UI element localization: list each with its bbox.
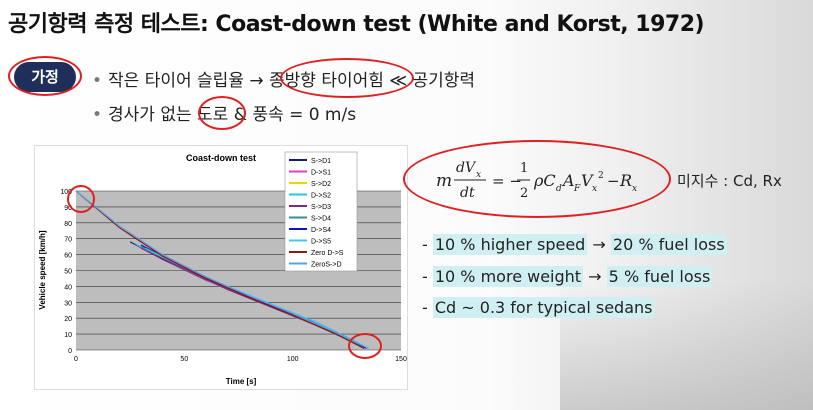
y-tick-label: 0: [68, 348, 72, 355]
svg-text:−: −: [607, 172, 620, 190]
chart-ylabel: Vehicle speed [km/h]: [38, 230, 47, 309]
fact-weight: - 10 % more weight → 5 % fuel loss: [422, 266, 713, 287]
y-tick-label: 60: [64, 253, 72, 260]
unknowns-label: 미지수 : Cd, Rx: [677, 172, 782, 190]
annotation-circle-equation: [403, 140, 671, 218]
annotation-circle-end: [348, 333, 382, 359]
equation-svg: m dV x dt = − 1 2 ρC d A F V x 2 − R x: [436, 160, 637, 201]
y-tick-label: 90: [64, 205, 72, 212]
equation-box: m dV x dt = − 1 2 ρC d A F V x 2 − R x: [410, 148, 670, 210]
svg-text:m: m: [436, 171, 452, 191]
svg-text:2: 2: [520, 186, 528, 201]
y-tick-label: 100: [60, 189, 72, 196]
chart-xlabel: Time [s]: [226, 377, 257, 386]
fact-dash: -: [422, 235, 433, 254]
legend-entry: D->S4: [311, 227, 331, 234]
bullet-dot-icon: •: [92, 71, 103, 91]
fact-weight-result: 5 % fuel loss: [606, 266, 713, 287]
svg-text:A: A: [561, 171, 575, 190]
annotation-circle-longitudinal: [280, 58, 414, 98]
legend-entry: ZeroS->D: [311, 262, 342, 269]
annotation-circle-road: [198, 96, 246, 130]
chart-svg: 0 10 20 30 40 50 60 70 80 90 100 0 50 100 150 Coast-do…: [38, 151, 407, 386]
svg-text:ρC: ρC: [533, 171, 556, 190]
legend-entry: Zero D->S: [311, 250, 344, 257]
fact-weight-text: 10 % more weight: [432, 266, 584, 287]
svg-text:= −: = −: [492, 172, 522, 190]
legend-entry: D->S5: [311, 239, 331, 246]
series-line-zero-d-s: [75, 190, 365, 349]
svg-text:R: R: [619, 171, 632, 190]
arrow-right-icon: →: [588, 267, 602, 286]
y-tick-label: 30: [64, 300, 72, 307]
svg-text:d: d: [556, 184, 562, 194]
legend-entry: S->D4: [311, 216, 331, 223]
y-tick-label: 20: [64, 316, 72, 323]
fact-dash: -: [422, 298, 433, 317]
svg-text:x: x: [476, 170, 481, 180]
legend-entry: D->S2: [311, 193, 331, 200]
axis-ticks: 0 10 20 30 40 50 60 70 80 90 100 0 50 100 150: [60, 189, 407, 363]
bullet-dot-icon: •: [92, 105, 103, 125]
fact-speed: - 10 % higher speed → 20 % fuel loss: [422, 234, 727, 255]
x-tick-label: 100: [287, 356, 299, 363]
y-tick-label: 70: [64, 237, 72, 244]
chart-title: Coast-down test: [186, 153, 256, 163]
fact-speed-result: 20 % fuel loss: [610, 234, 727, 255]
svg-text:F: F: [573, 184, 581, 194]
fact-dash: -: [422, 267, 433, 286]
y-tick-label: 50: [64, 269, 72, 276]
chart-legend: S->D1 D->S1 S->D2 D->S2 S->D3 S->D4 D->S4 D->S5…: [284, 151, 358, 272]
fact-cd: - Cd ~ 0.3 for typical sedans: [422, 297, 655, 318]
x-tick-label: 50: [180, 356, 188, 363]
y-tick-label: 10: [64, 332, 72, 339]
legend-entry: S->D2: [311, 181, 331, 188]
x-tick-label: 0: [74, 356, 78, 363]
coast-down-chart: 0 10 20 30 40 50 60 70 80 90 100 0 50 100 150 Coast-do…: [34, 145, 408, 390]
legend-entry: D->S1: [311, 170, 331, 177]
fact-cd-text: Cd ~ 0.3 for typical sedans: [432, 297, 655, 318]
svg-text:2: 2: [598, 171, 604, 181]
annotation-circle-start: [67, 185, 95, 213]
legend-entry: S->D1: [311, 158, 331, 165]
series-line-zeros-d: [75, 190, 369, 349]
svg-text:V: V: [581, 171, 594, 190]
fact-speed-text: 10 % higher speed: [432, 234, 588, 255]
annotation-circle-assumption: [8, 56, 82, 96]
svg-text:x: x: [632, 184, 637, 194]
y-tick-label: 80: [64, 221, 72, 228]
legend-entry: S->D3: [311, 204, 331, 211]
svg-text:x: x: [592, 184, 597, 194]
arrow-right-icon: →: [592, 235, 606, 254]
series-lines: [75, 190, 369, 349]
x-tick-label: 150: [395, 356, 407, 363]
slide-title: 공기항력 측정 테스트: Coast-down test (White and …: [8, 12, 705, 37]
svg-text:dt: dt: [460, 185, 475, 201]
svg-text:1: 1: [520, 161, 528, 176]
y-tick-label: 40: [64, 284, 72, 291]
svg-text:dV: dV: [456, 160, 477, 176]
